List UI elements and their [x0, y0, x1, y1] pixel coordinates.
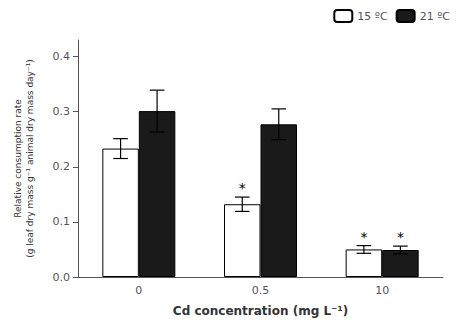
svg-text:*: * [397, 229, 404, 245]
svg-text:0.2: 0.2 [53, 160, 71, 173]
svg-text:10: 10 [375, 284, 389, 297]
svg-text:0.5: 0.5 [252, 284, 270, 297]
svg-text:Relative consumption rate: Relative consumption rate [13, 99, 23, 218]
svg-text:0.3: 0.3 [53, 105, 71, 118]
svg-text:0.4: 0.4 [53, 50, 71, 63]
svg-text:0.1: 0.1 [53, 215, 71, 228]
svg-text:*: * [239, 180, 246, 196]
svg-text:15 ºC: 15 ºC [357, 10, 388, 23]
svg-text:0: 0 [135, 284, 142, 297]
svg-text:*: * [360, 229, 367, 245]
svg-text:Cd concentration (mg L⁻¹): Cd concentration (mg L⁻¹) [173, 304, 348, 318]
svg-text:21 ºC: 21 ºC [420, 10, 451, 23]
svg-text:0.0: 0.0 [53, 271, 71, 284]
svg-text:(g leaf dry mass g⁻¹ animal dr: (g leaf dry mass g⁻¹ animal dry mass day… [25, 59, 35, 258]
